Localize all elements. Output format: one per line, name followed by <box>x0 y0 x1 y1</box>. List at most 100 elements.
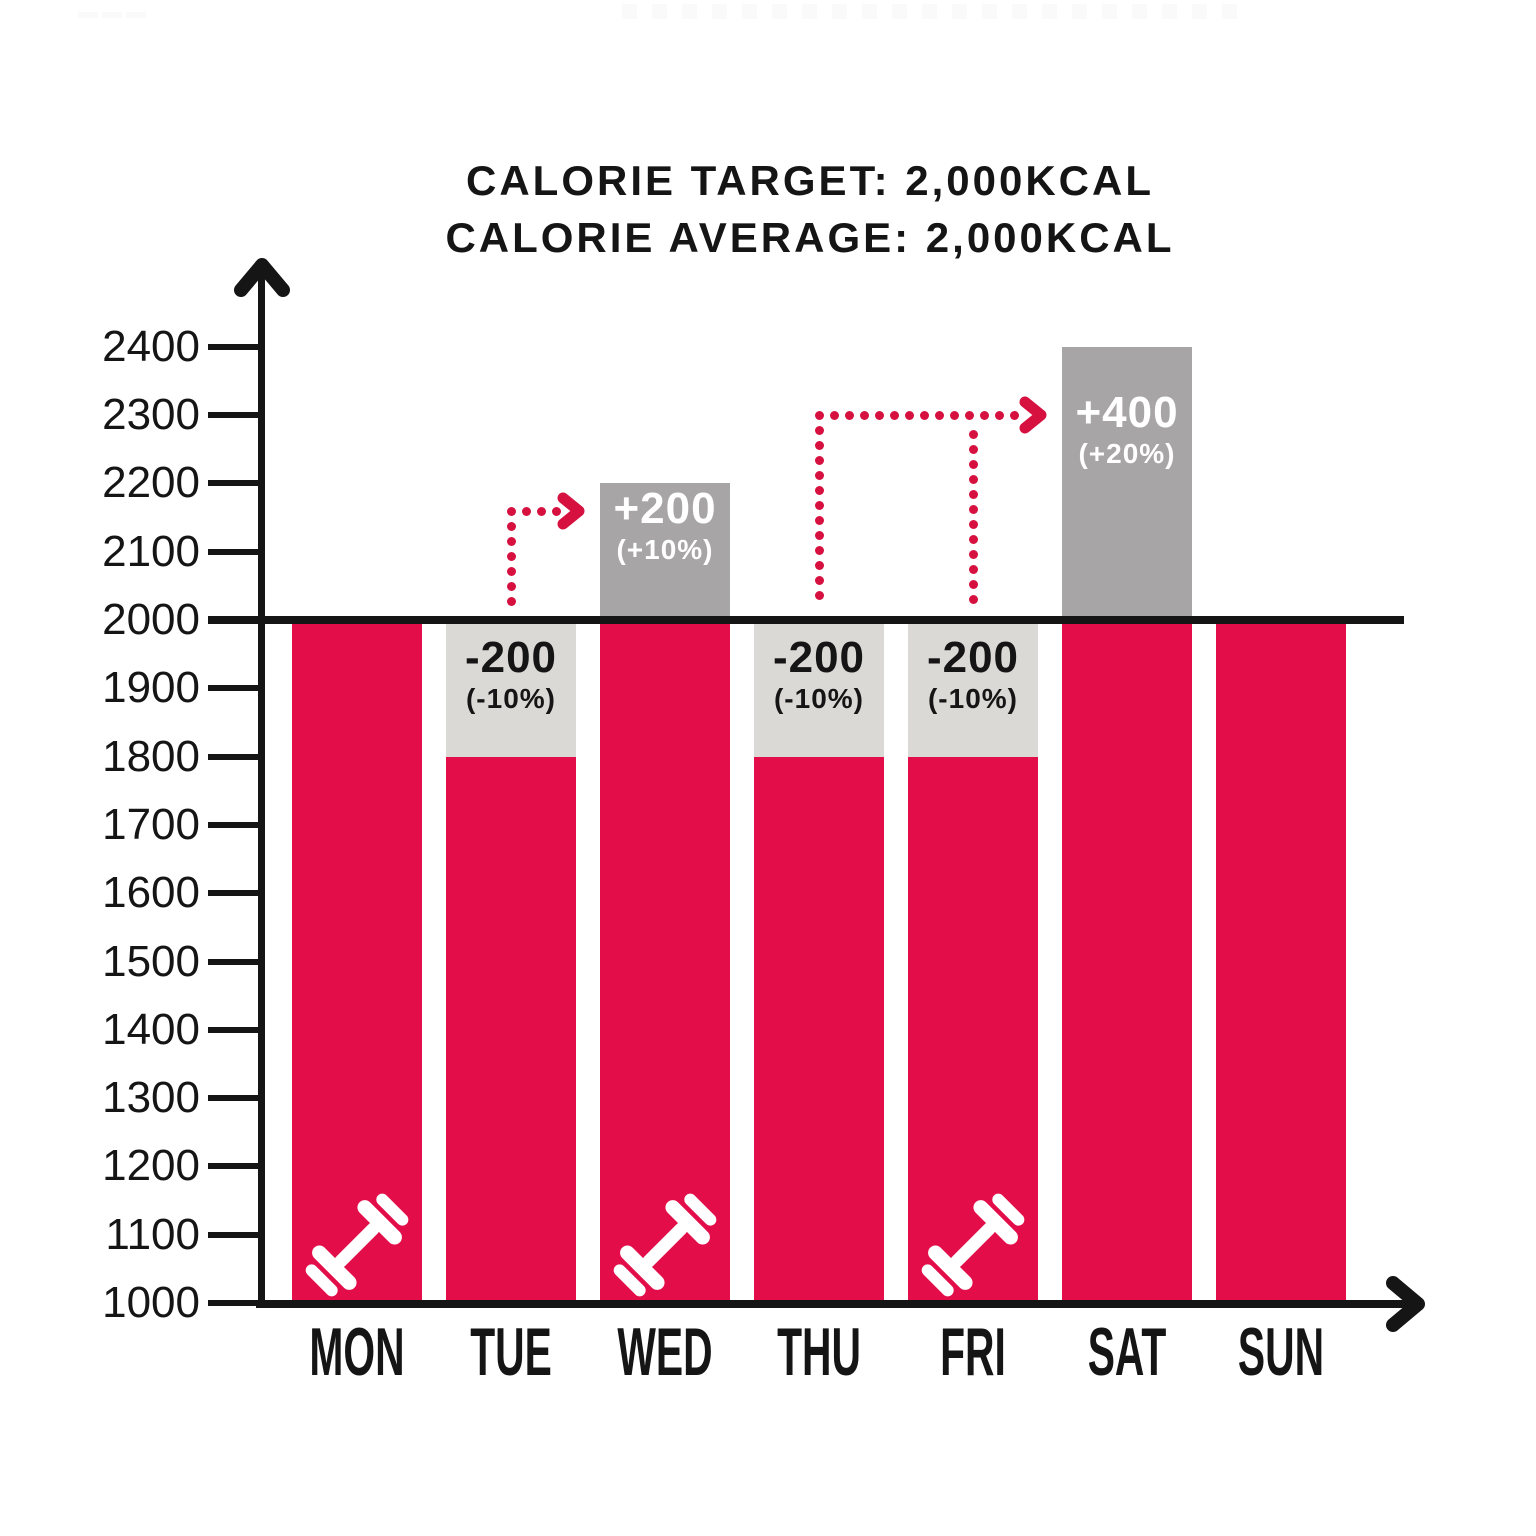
top-edge-dash <box>78 12 98 18</box>
surplus-block-wed <box>600 483 730 620</box>
dumbbell-icon <box>918 1190 1028 1300</box>
arrow-dot <box>815 591 824 601</box>
y-tick-label-1800: 1800 <box>102 731 200 781</box>
y-axis-arrow-icon <box>233 256 291 300</box>
arrow-dot <box>507 566 516 576</box>
y-tick-label-1500: 1500 <box>102 936 200 986</box>
top-edge-square <box>742 4 757 19</box>
arrow-dot <box>815 411 824 421</box>
arrow-head-icon <box>556 492 586 530</box>
top-edge-square <box>1222 4 1237 19</box>
arrow-dot <box>522 506 531 516</box>
y-axis-line <box>258 272 265 1308</box>
top-edge-square <box>622 4 637 19</box>
x-axis-line <box>256 1300 1414 1308</box>
top-edge-square <box>1042 4 1057 19</box>
delta-percent: (-10%) <box>465 683 556 714</box>
bar-sat <box>1062 620 1192 1308</box>
arrow-dot <box>969 580 978 590</box>
arrow-dot <box>815 516 824 526</box>
delta-percent: (-10%) <box>773 683 864 714</box>
y-tick-1200 <box>208 1163 262 1170</box>
top-edge-square <box>892 4 907 19</box>
arrow-dot <box>815 486 824 496</box>
bar-sun <box>1216 620 1346 1308</box>
top-edge-square <box>952 4 967 19</box>
arrow-dot <box>815 576 824 586</box>
arrow-head-icon <box>1018 396 1048 434</box>
top-edge-dash <box>102 12 122 18</box>
y-tick-label-1200: 1200 <box>102 1141 200 1191</box>
delta-value: -200 <box>464 633 558 682</box>
arrow-dot <box>815 501 824 511</box>
y-tick-label-1100: 1100 <box>105 1209 200 1259</box>
arrow-dot <box>969 565 978 575</box>
arrow-dot <box>507 521 516 531</box>
arrow-dot <box>507 581 516 591</box>
arrow-dot <box>845 411 854 421</box>
y-tick-2200 <box>208 480 262 487</box>
arrow-dot <box>995 411 1004 421</box>
bar-mon <box>292 620 422 1308</box>
y-tick-label-1600: 1600 <box>102 868 200 918</box>
delta-percent: (+10%) <box>616 533 714 565</box>
x-label-wed: WED <box>617 1314 713 1390</box>
arrow-dot <box>969 505 978 515</box>
top-edge-square <box>1162 4 1177 19</box>
bar-wed <box>600 620 730 1308</box>
y-tick-1500 <box>208 958 262 965</box>
chart-title: CALORIE TARGET: 2,000KCAL CALORIE AVERAG… <box>84 152 1536 266</box>
top-edge-square <box>1132 4 1147 19</box>
arrow-dot <box>969 475 978 485</box>
arrow-dot <box>507 506 516 516</box>
y-tick-label-2300: 2300 <box>102 390 200 440</box>
arrow-dot <box>507 551 516 561</box>
delta-label-fri: -200 (-10%) <box>908 634 1038 716</box>
delta-value: -200 <box>772 633 866 682</box>
top-edge-square <box>1102 4 1117 19</box>
delta-percent: (+20%) <box>1078 438 1176 470</box>
top-edge-square <box>832 4 847 19</box>
arrow-dot <box>969 445 978 455</box>
delta-label-wed: +200 (+10%) <box>600 483 730 567</box>
arrow-dot <box>860 411 869 421</box>
deficit-block-thu <box>754 620 884 757</box>
deficit-block-fri <box>908 620 1038 757</box>
delta-label-sat: +400 (+20%) <box>1062 389 1192 471</box>
y-tick-label-2400: 2400 <box>102 321 200 371</box>
calorie-average-text: CALORIE AVERAGE: 2,000KCAL <box>445 214 1175 261</box>
arrow-dot <box>969 460 978 470</box>
top-edge-square <box>1192 4 1207 19</box>
arrow-dot <box>815 456 824 466</box>
surplus-block-sat <box>1062 346 1192 620</box>
y-tick-label-1300: 1300 <box>102 1073 200 1123</box>
top-edge-square <box>682 4 697 19</box>
arrow-dot <box>1010 411 1019 421</box>
arrow-dot <box>830 411 839 421</box>
arrow-dot <box>815 426 824 436</box>
arrow-dot <box>969 595 978 605</box>
delta-value: -200 <box>926 633 1020 682</box>
delta-label-tue: -200 (-10%) <box>446 634 576 716</box>
y-tick-1700 <box>208 821 262 828</box>
y-tick-label-2000: 2000 <box>102 595 200 644</box>
arrow-dot <box>537 506 546 516</box>
target-line <box>208 616 1404 624</box>
arrow-dot <box>969 520 978 530</box>
top-edge-square <box>802 4 817 19</box>
top-edge-square <box>712 4 727 19</box>
arrow-dot <box>935 411 944 421</box>
bar-thu <box>754 756 884 1308</box>
arrow-dot <box>815 471 824 481</box>
y-tick-1100 <box>208 1231 262 1238</box>
y-tick-label-1900: 1900 <box>102 663 200 713</box>
arrow-dot <box>507 536 516 546</box>
y-tick-label-1400: 1400 <box>102 1004 200 1054</box>
arrow-dot <box>890 411 899 421</box>
arrow-dot <box>815 531 824 541</box>
top-edge-square <box>1012 4 1027 19</box>
x-label-sun: SUN <box>1237 1314 1325 1390</box>
delta-value: +200 <box>613 483 717 533</box>
